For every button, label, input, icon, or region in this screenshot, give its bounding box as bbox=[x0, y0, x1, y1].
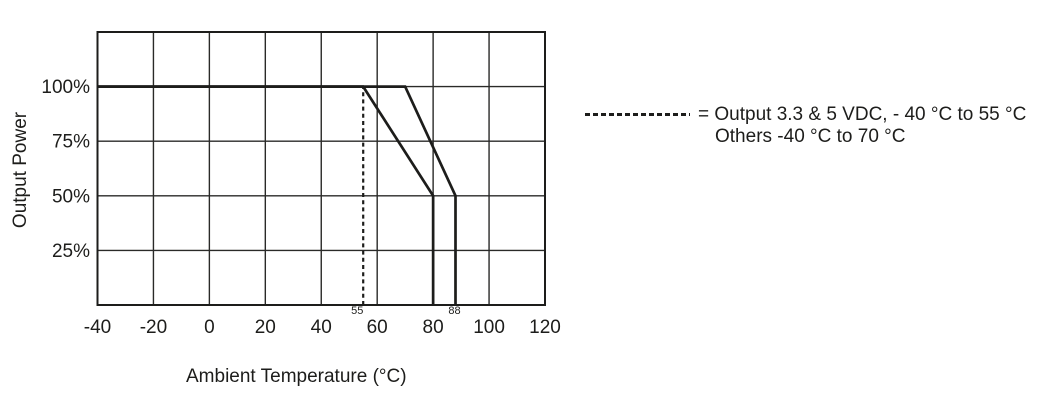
x-tick-label: 40 bbox=[311, 317, 332, 338]
threshold-annotation: 88 bbox=[448, 305, 460, 317]
y-axis-title: Output Power bbox=[10, 111, 31, 229]
x-axis-title: Ambient Temperature (°C) bbox=[186, 366, 407, 387]
y-tick-label: 50% bbox=[52, 186, 90, 207]
legend-line-1: = Output 3.3 & 5 VDC, - 40 °C to 55 °C bbox=[698, 104, 1027, 125]
series-others bbox=[97, 85, 457, 305]
x-tick-label: 60 bbox=[367, 317, 388, 338]
x-tick-label: 100 bbox=[473, 317, 505, 338]
x-tick-label: 80 bbox=[423, 317, 444, 338]
legend-text: = Output 3.3 & 5 VDC, - 40 °C to 55 °C O… bbox=[698, 104, 1026, 148]
y-tick-label: 100% bbox=[41, 77, 90, 98]
x-tick-label: -20 bbox=[140, 317, 167, 338]
dashed-line-symbol bbox=[585, 113, 690, 116]
y-tick-label: 25% bbox=[52, 241, 90, 262]
derating-chart: -40 -20 0 20 40 60 80 100 120 100% 75% 50% 25% 55 88 bbox=[41, 31, 561, 338]
x-tick-label: 20 bbox=[255, 317, 276, 338]
legend: = Output 3.3 & 5 VDC, - 40 °C to 55 °C O… bbox=[585, 104, 1026, 148]
plot-border bbox=[96, 31, 546, 306]
y-tick-label: 75% bbox=[52, 132, 90, 153]
x-tick-label: 0 bbox=[204, 317, 215, 338]
x-tick-label: 120 bbox=[529, 317, 561, 338]
threshold-annotation: 55 bbox=[351, 305, 363, 317]
legend-line-2: Others -40 °C to 70 °C bbox=[715, 126, 906, 147]
x-tick-label: -40 bbox=[84, 317, 111, 338]
